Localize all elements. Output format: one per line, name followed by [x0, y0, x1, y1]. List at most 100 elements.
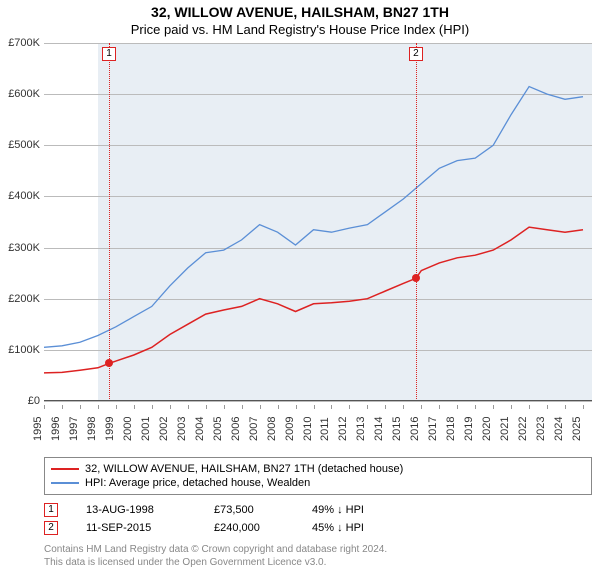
transaction-pct: 45% ↓ HPI: [312, 522, 412, 534]
transactions-table: 1 13-AUG-1998 £73,500 49% ↓ HPI 2 11-SEP-2015…: [44, 501, 592, 537]
transaction-index: 1: [44, 503, 58, 517]
x-tick-label: 2003: [176, 417, 188, 441]
transaction-date: 11-SEP-2015: [86, 522, 186, 534]
x-tick-label: 2023: [535, 417, 547, 441]
transaction-index: 2: [44, 521, 58, 535]
legend-swatch: [51, 482, 79, 484]
y-tick-label: £600K: [8, 88, 40, 100]
legend-label: HPI: Average price, detached house, Weal…: [85, 477, 310, 489]
x-tick: [331, 405, 332, 409]
x-tick-label: 2024: [553, 417, 565, 441]
series-lines: [44, 43, 592, 401]
x-tick: [349, 405, 350, 409]
x-tick: [511, 405, 512, 409]
transaction-marker: 1: [102, 47, 116, 61]
x-tick-label: 2011: [319, 417, 331, 441]
transaction-price: £240,000: [214, 522, 284, 534]
footer-attribution: Contains HM Land Registry data © Crown c…: [44, 543, 592, 569]
x-tick: [278, 405, 279, 409]
legend-label: 32, WILLOW AVENUE, HAILSHAM, BN27 1TH (d…: [85, 463, 403, 475]
x-tick-label: 2020: [481, 417, 493, 441]
x-tick: [188, 405, 189, 409]
x-tick-label: 2002: [158, 417, 170, 441]
x-tick: [421, 405, 422, 409]
footer-line: This data is licensed under the Open Gov…: [44, 556, 592, 569]
x-tick-label: 1999: [104, 417, 116, 441]
x-tick-label: 2018: [445, 417, 457, 441]
x-tick: [457, 405, 458, 409]
legend-item: 32, WILLOW AVENUE, HAILSHAM, BN27 1TH (d…: [51, 462, 585, 476]
y-tick-label: £200K: [8, 293, 40, 305]
x-tick-label: 2017: [427, 417, 439, 441]
x-tick-label: 2019: [463, 417, 475, 441]
x-tick: [44, 405, 45, 409]
series-line: [44, 227, 583, 373]
footer-line: Contains HM Land Registry data © Crown c…: [44, 543, 592, 556]
chart-title: 32, WILLOW AVENUE, HAILSHAM, BN27 1TH: [0, 0, 600, 20]
x-tick-label: 1996: [50, 417, 62, 441]
transaction-date: 13-AUG-1998: [86, 504, 186, 516]
y-tick-label: £500K: [8, 139, 40, 151]
x-tick-label: 1997: [68, 417, 80, 441]
x-tick-label: 2006: [230, 417, 242, 441]
x-tick: [170, 405, 171, 409]
x-tick-label: 2010: [302, 417, 314, 441]
y-tick-label: £700K: [8, 37, 40, 49]
transaction-row: 1 13-AUG-1998 £73,500 49% ↓ HPI: [44, 501, 592, 519]
x-tick: [242, 405, 243, 409]
y-tick-label: £300K: [8, 242, 40, 254]
transaction-price: £73,500: [214, 504, 284, 516]
x-tick: [367, 405, 368, 409]
x-tick: [475, 405, 476, 409]
x-tick: [439, 405, 440, 409]
transaction-marker: 2: [409, 47, 423, 61]
legend-swatch: [51, 468, 79, 470]
y-tick-label: £100K: [8, 344, 40, 356]
x-tick: [529, 405, 530, 409]
legend: 32, WILLOW AVENUE, HAILSHAM, BN27 1TH (d…: [44, 457, 592, 495]
x-tick: [296, 405, 297, 409]
y-tick-label: £0: [28, 395, 40, 407]
x-tick-label: 2025: [571, 417, 583, 441]
plot-background: 12: [44, 43, 592, 401]
legend-item: HPI: Average price, detached house, Weal…: [51, 476, 585, 490]
transaction-row: 2 11-SEP-2015 £240,000 45% ↓ HPI: [44, 519, 592, 537]
transaction-vline: [416, 43, 417, 401]
x-tick: [116, 405, 117, 409]
transaction-pct: 49% ↓ HPI: [312, 504, 412, 516]
x-tick: [134, 405, 135, 409]
x-tick-label: 2000: [122, 417, 134, 441]
series-line: [44, 87, 583, 348]
x-tick-label: 2013: [355, 417, 367, 441]
x-tick-label: 2005: [212, 417, 224, 441]
x-tick-label: 2014: [373, 417, 385, 441]
x-tick-label: 1998: [86, 417, 98, 441]
x-tick: [152, 405, 153, 409]
x-axis-labels: 1995199619971998199920002001200220032004…: [44, 401, 592, 449]
x-tick: [98, 405, 99, 409]
x-tick: [547, 405, 548, 409]
y-axis-labels: £0£100K£200K£300K£400K£500K£600K£700K: [0, 37, 42, 395]
x-tick-label: 2009: [284, 417, 296, 441]
x-tick-label: 2008: [266, 417, 278, 441]
x-tick: [403, 405, 404, 409]
x-tick-label: 2021: [499, 417, 511, 441]
chart-subtitle: Price paid vs. HM Land Registry's House …: [0, 20, 600, 43]
x-tick: [260, 405, 261, 409]
x-tick-label: 2001: [140, 417, 152, 441]
x-tick: [565, 405, 566, 409]
x-tick: [583, 405, 584, 409]
x-tick-label: 2015: [391, 417, 403, 441]
chart-plot: 12 £0£100K£200K£300K£400K£500K£600K£700K…: [44, 43, 592, 401]
x-tick: [493, 405, 494, 409]
x-tick: [206, 405, 207, 409]
x-tick-label: 2004: [194, 417, 206, 441]
x-tick: [80, 405, 81, 409]
x-tick-label: 2016: [409, 417, 421, 441]
x-tick-label: 2007: [248, 417, 260, 441]
x-tick: [314, 405, 315, 409]
x-tick: [385, 405, 386, 409]
x-tick: [62, 405, 63, 409]
transaction-vline: [109, 43, 110, 401]
x-tick-label: 1995: [32, 417, 44, 441]
